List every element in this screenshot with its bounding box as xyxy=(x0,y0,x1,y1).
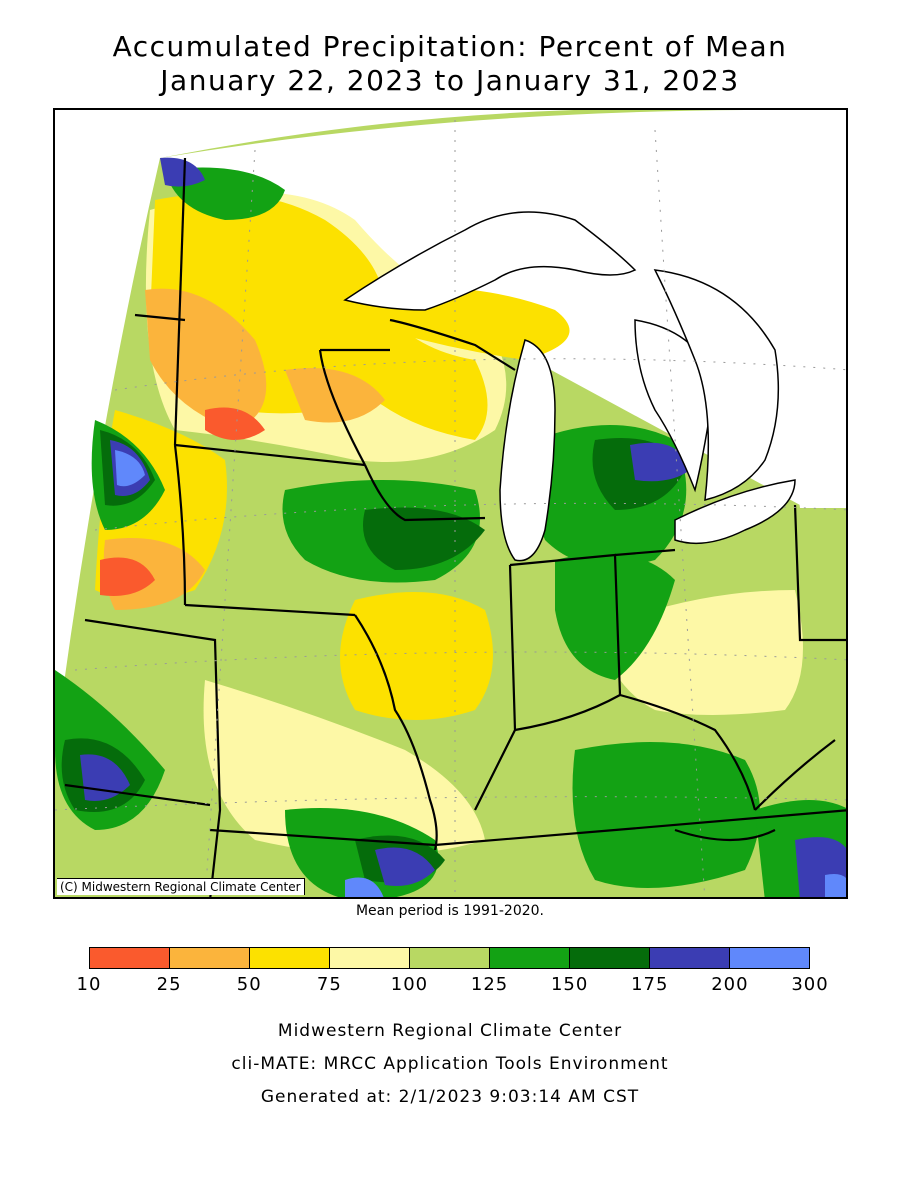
map-date-range: January 22, 2023 to January 31, 2023 xyxy=(160,64,740,97)
footer-tool-name: cli-MATE: MRCC Application Tools Environ… xyxy=(231,1054,669,1074)
legend-swatch-2 xyxy=(250,948,330,968)
legend-swatch-7 xyxy=(650,948,730,968)
graticule xyxy=(55,120,846,897)
legend-tick-label: 175 xyxy=(631,974,669,995)
legend-tick-label: 50 xyxy=(236,974,262,995)
zone-25-50-wi xyxy=(285,368,385,423)
legend-swatch-5 xyxy=(490,948,570,968)
map-canvas xyxy=(55,110,846,897)
map-copyright: (C) Midwestern Regional Climate Center xyxy=(57,878,305,895)
legend-color-bar xyxy=(89,947,810,969)
legend-tick-label: 150 xyxy=(550,974,589,995)
lake-erie xyxy=(674,479,796,545)
zone-175-200-ar xyxy=(375,847,435,886)
legend-tick-label: 10 xyxy=(76,974,102,995)
legend-swatch-1 xyxy=(170,948,250,968)
precipitation-map: (C) Midwestern Regional Climate Center xyxy=(53,108,848,899)
legend-tick-labels: 10 25 50 75 100 125 150 175 200 300 xyxy=(0,974,900,996)
legend-swatch-0 xyxy=(90,948,170,968)
map-title: Accumulated Precipitation: Percent of Me… xyxy=(112,30,788,63)
zone-125-150-ohio xyxy=(555,553,675,680)
zone-25-50-nd xyxy=(145,288,267,430)
legend-tick-label: 100 xyxy=(390,974,429,995)
legend-tick-label: 125 xyxy=(470,974,509,995)
zone-10-25-nd xyxy=(205,407,265,440)
state-boundaries xyxy=(64,157,846,897)
legend-tick-label: 200 xyxy=(711,974,749,995)
zone-125-150-kentucky xyxy=(572,742,760,888)
lake-superior xyxy=(343,211,637,311)
zone-10-25-sd xyxy=(100,557,155,596)
zone-175-200-mn xyxy=(160,157,205,187)
mean-period-note: Mean period is 1991-2020. xyxy=(355,903,545,919)
zone-50-75-illinois xyxy=(340,592,493,720)
legend-tick-label: 75 xyxy=(316,974,342,995)
zone-75-100-south xyxy=(203,680,486,855)
footer-generated-timestamp: Generated at: 2/1/2023 9:03:14 AM CST xyxy=(260,1087,640,1107)
zone-200-300-ne xyxy=(115,450,145,487)
zone-200-300-ar xyxy=(345,877,384,897)
legend-tick-label: 300 xyxy=(791,974,829,995)
footer-organization: Midwestern Regional Climate Center xyxy=(277,1021,623,1041)
legend-swatch-4 xyxy=(410,948,490,968)
legend-swatch-8 xyxy=(730,948,809,968)
legend-swatch-3 xyxy=(330,948,410,968)
zone-175-200-michigan xyxy=(630,442,690,482)
lake-michigan xyxy=(499,339,556,562)
zone-150-175-iowa xyxy=(363,507,485,570)
legend-swatch-6 xyxy=(570,948,650,968)
michigan-lp-canada xyxy=(653,269,780,501)
legend-tick-label: 25 xyxy=(156,974,182,995)
zone-200-300-east xyxy=(825,874,846,897)
